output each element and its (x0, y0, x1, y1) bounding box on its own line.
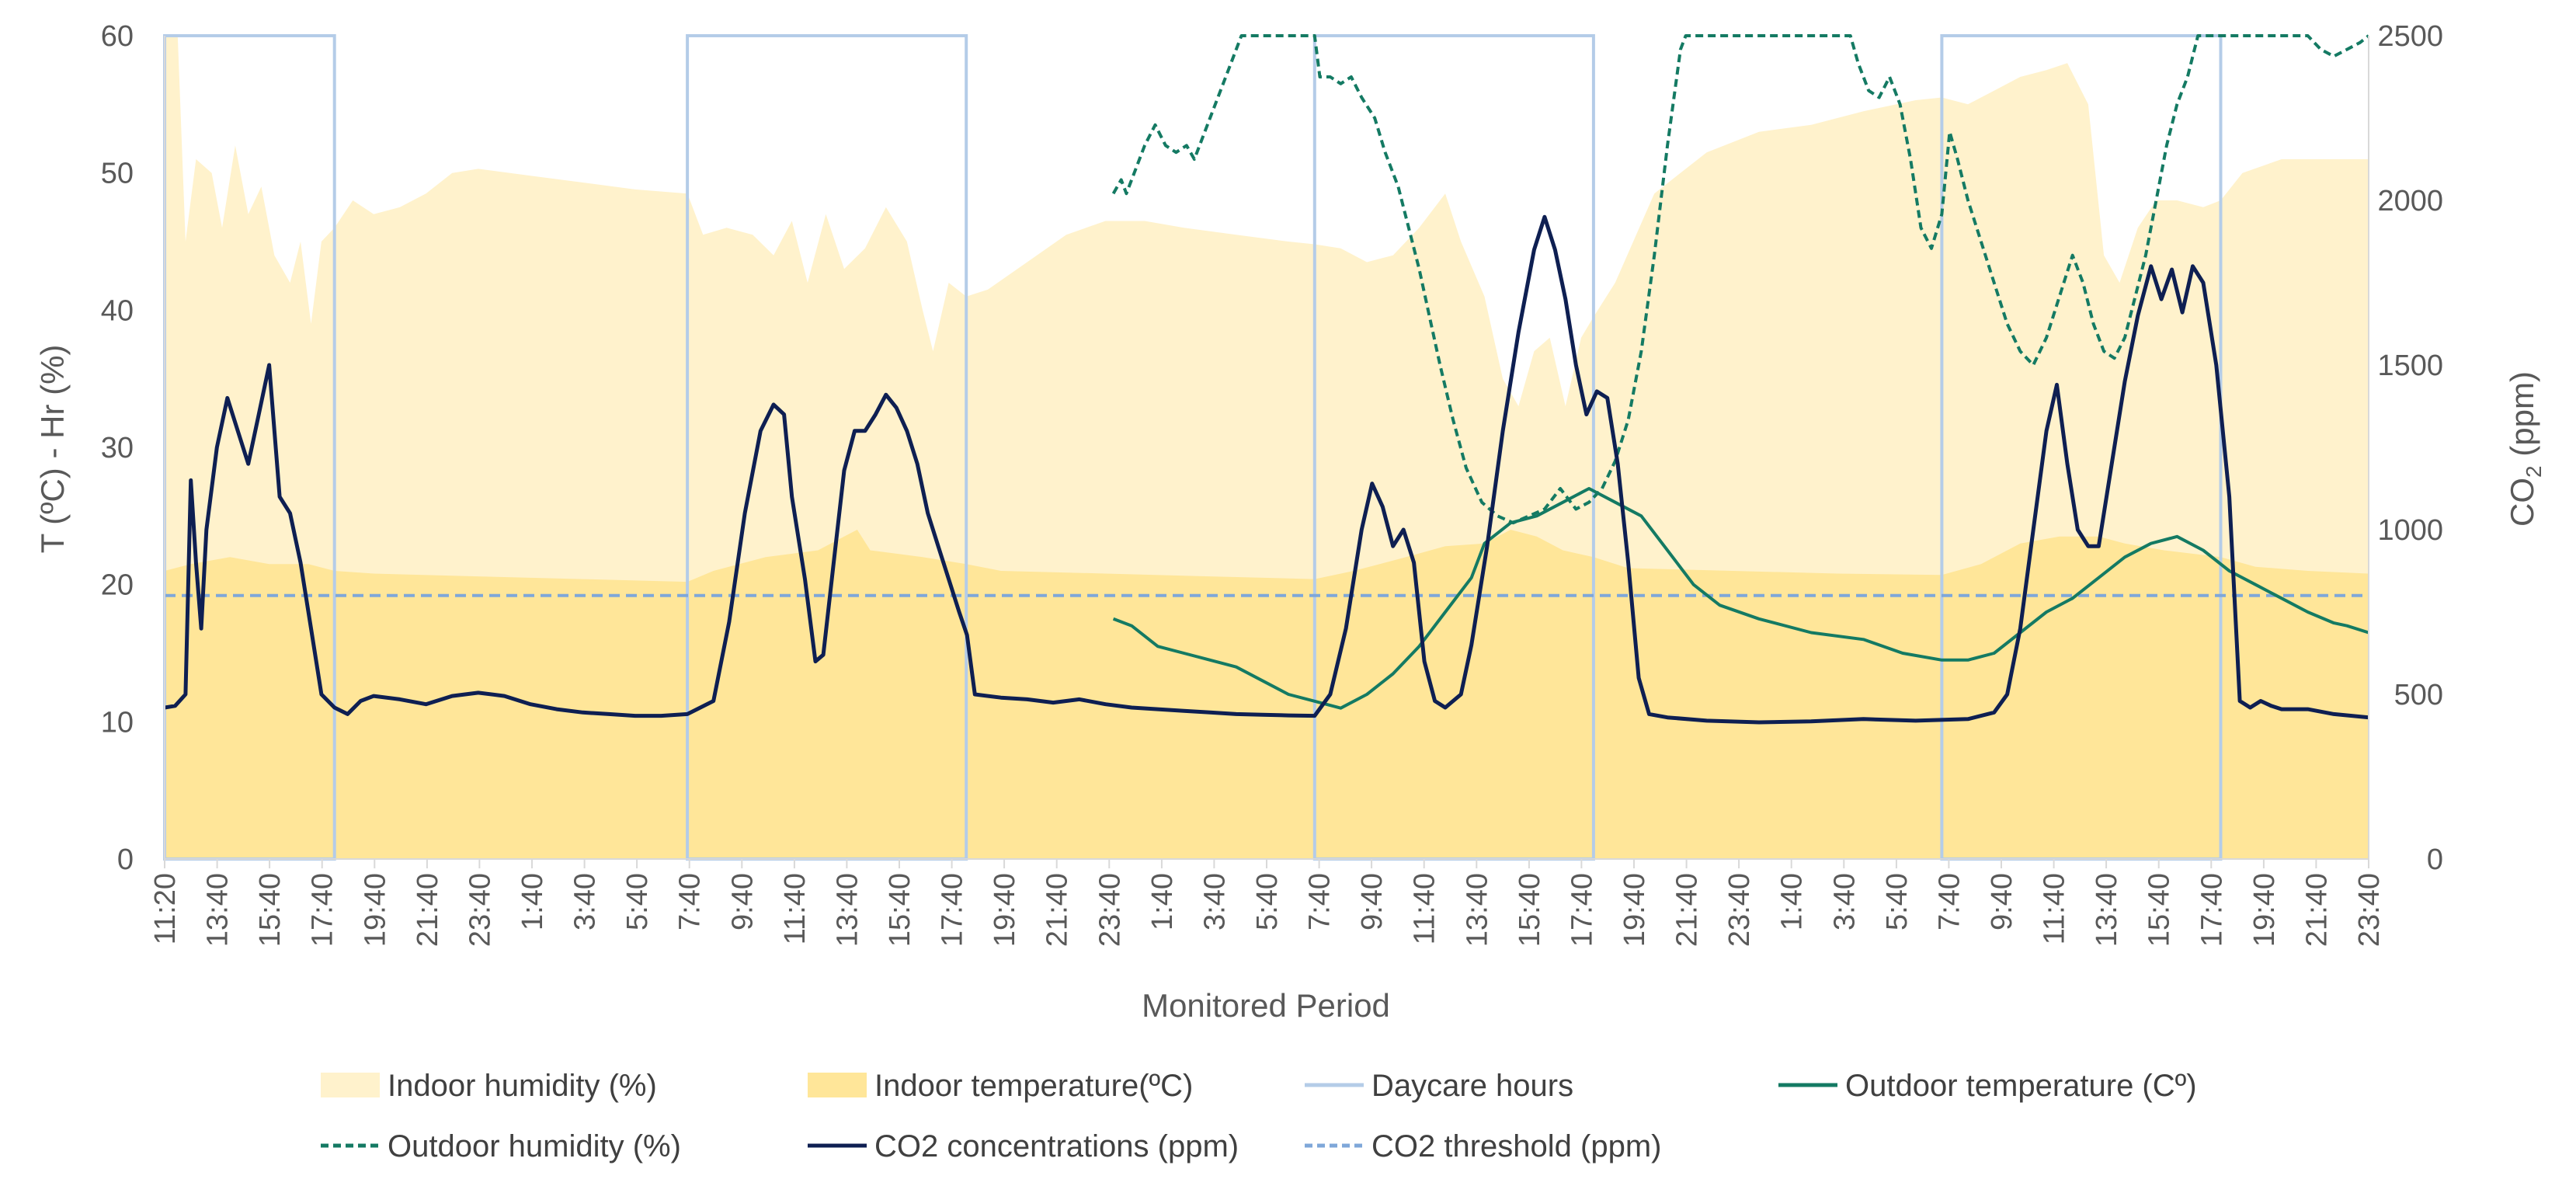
legend-item-outdoor-humidity: Outdoor humidity (%) (321, 1129, 681, 1163)
co2-concentrations-ppm-line (165, 214, 2369, 725)
x-tick-label: 17:40 (307, 873, 339, 947)
x-tick-label: 21:40 (2300, 873, 2333, 947)
legend-item-daycare-hours: Daycare hours (1305, 1069, 1573, 1103)
x-tick-label: 15:40 (2143, 873, 2176, 947)
legend-item-co2-threshold-ppm: CO2 threshold (ppm) (1305, 1129, 1661, 1163)
x-tick-label: 9:40 (1356, 873, 1389, 930)
legend-item-outdoor-temperature-c: Outdoor temperature (Cº) (1778, 1069, 2197, 1103)
y-left-tick-40: 40 (101, 294, 134, 327)
x-tick-label: 3:40 (1198, 873, 1231, 930)
x-tick-label: 11:40 (2039, 873, 2071, 944)
x-tick-label: 17:40 (2195, 873, 2228, 947)
legend-label: Indoor temperature(ºC) (874, 1069, 1193, 1103)
legend-item-indoor-temperature-c: Indoor temperature(ºC) (808, 1069, 1193, 1103)
x-tick-label: 9:40 (1986, 873, 2018, 930)
x-tick-label: 13:40 (202, 873, 235, 947)
x-tick-label: 19:40 (989, 873, 1021, 947)
x-tick-label: 15:40 (884, 873, 916, 947)
x-tick-label: 21:40 (412, 873, 444, 947)
y-left-tick-20: 20 (101, 569, 134, 602)
co2-label: CO (2504, 478, 2540, 527)
legend-swatch-area (321, 1073, 380, 1097)
co2-subscript: 2 (2522, 465, 2546, 478)
x-tick-label: 3:40 (569, 873, 602, 930)
legend-label: CO2 threshold (ppm) (1371, 1129, 1661, 1163)
y-right-tick-1000: 1000 (2377, 514, 2443, 547)
x-tick-label: 9:40 (726, 873, 759, 930)
y-left-tick-60: 60 (101, 20, 134, 53)
x-tick-label: 21:40 (1041, 873, 1074, 947)
outdoor-humidity-line (1111, 34, 2369, 525)
legend-swatch-area (808, 1073, 867, 1097)
axes-group: 0 10 20 30 40 50 60 0 500 1000 1500 2000 2500 11:20 13… (101, 20, 2443, 947)
outdoor-temperature-c-line (1112, 487, 2369, 710)
x-tick-label: 3:40 (1828, 873, 1861, 930)
line-series-group (165, 34, 2369, 725)
x-tick-label: 23:40 (2353, 873, 2386, 947)
x-tick-label: 5:40 (1881, 873, 1914, 930)
y-axis-right-title: CO2 (ppm) (2504, 371, 2546, 527)
x-tick-label: 23:40 (464, 873, 496, 947)
legend: Indoor humidity (%) Indoor temperature(ºC… (321, 1069, 2197, 1163)
x-tick-label: 21:40 (1671, 873, 1704, 947)
y-right-tick-2000: 2000 (2377, 185, 2443, 217)
area-series-group (165, 36, 2369, 859)
x-tick-label: 19:40 (359, 873, 391, 947)
x-tick-label: 1:40 (1146, 873, 1179, 930)
x-tick-label: 15:40 (1514, 873, 1546, 947)
x-tick-label: 19:40 (2248, 873, 2281, 947)
y-left-tick-10: 10 (101, 706, 134, 739)
x-tick-label: 5:40 (621, 873, 654, 930)
legend-label: Outdoor temperature (Cº) (1845, 1069, 2197, 1103)
legend-item-indoor-humidity: Indoor humidity (%) (321, 1069, 657, 1103)
x-tick-label: 11:40 (779, 873, 812, 944)
x-tick-label: 19:40 (1618, 873, 1651, 947)
x-tick-label: 13:40 (2091, 873, 2123, 947)
x-tick-label: 17:40 (1566, 873, 1598, 947)
x-tick-label: 11:40 (1409, 873, 1441, 944)
x-tick-label: 15:40 (254, 873, 287, 947)
y-right-tick-1500: 1500 (2377, 350, 2443, 382)
indoor-temperature-c-area (165, 530, 2369, 859)
y-axis-left-title: T (ºC) - Hr (%) (34, 345, 71, 554)
legend-item-co2-concentrations-ppm: CO2 concentrations (ppm) (808, 1129, 1239, 1163)
x-tick-label: 13:40 (1461, 873, 1493, 947)
legend-label: CO2 concentrations (ppm) (874, 1129, 1239, 1163)
y-right-tick-0: 0 (2427, 843, 2443, 876)
y-left-tick-50: 50 (101, 158, 134, 190)
legend-label: Indoor humidity (%) (388, 1069, 657, 1103)
x-tick-label: 7:40 (1304, 873, 1337, 930)
x-tick-label: 1:40 (1776, 873, 1809, 930)
legend-label: Daycare hours (1371, 1069, 1573, 1103)
x-tick-label: 17:40 (937, 873, 969, 947)
x-tick-label: 7:40 (674, 873, 707, 930)
y-right-tick-500: 500 (2394, 679, 2443, 711)
x-tick-label: 23:40 (1093, 873, 1126, 947)
x-tick-label: 7:40 (1933, 873, 1966, 930)
x-tick-label: 23:40 (1723, 873, 1756, 947)
x-tick-label: 11:20 (149, 873, 182, 944)
x-tick-label: 1:40 (516, 873, 549, 930)
y-left-tick-30: 30 (101, 432, 134, 464)
y-left-tick-0: 0 (117, 843, 134, 876)
x-tick-label: 13:40 (831, 873, 864, 947)
y-right-tick-2500: 2500 (2377, 20, 2443, 53)
x-axis-title: Monitored Period (1142, 987, 1390, 1024)
co2-unit: (ppm) (2504, 371, 2540, 465)
x-tick-label: 5:40 (1251, 873, 1284, 930)
legend-label: Outdoor humidity (%) (388, 1129, 681, 1163)
